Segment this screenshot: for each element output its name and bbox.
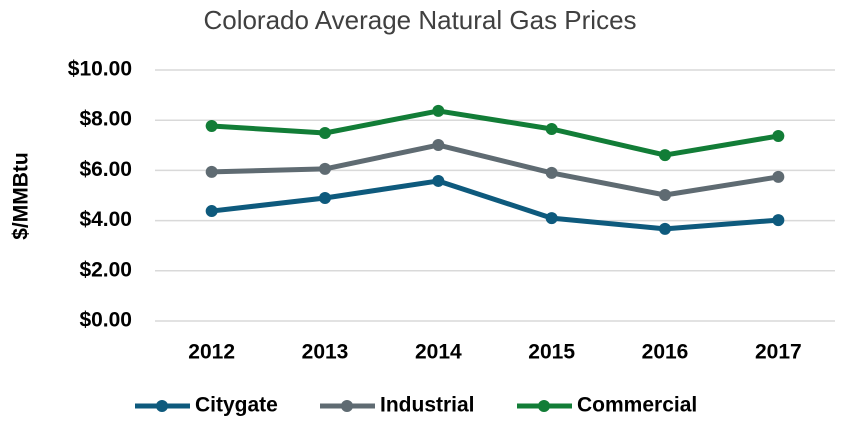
series-line: [211, 108, 779, 158]
legend-label: Citygate: [195, 394, 278, 417]
series-line: [211, 178, 779, 232]
point: [432, 174, 445, 187]
legend-marker: [538, 400, 550, 412]
series-line: [211, 142, 779, 198]
point: [545, 212, 558, 225]
point: [319, 162, 331, 175]
x-tick-label: 2012: [188, 341, 235, 364]
point: [772, 130, 785, 143]
chart-title: Colorado Average Natural Gas Prices: [203, 5, 636, 35]
x-tick-label: 2017: [755, 341, 802, 364]
point: [659, 188, 671, 201]
y-tick-label: $8.00: [79, 108, 132, 131]
point: [545, 166, 558, 179]
x-tick-label: 2016: [642, 341, 689, 364]
y-axis-label: $/MMBtu: [10, 152, 33, 240]
x-tick-label: 2014: [415, 341, 462, 364]
legend-marker: [156, 400, 168, 412]
legend-marker: [341, 400, 353, 412]
y-tick-label: $6.00: [79, 158, 132, 181]
point: [205, 119, 218, 132]
y-tick-label: $10.00: [68, 58, 132, 81]
x-tick-label: 2013: [302, 341, 349, 364]
y-tick-label: $4.00: [79, 208, 132, 231]
point: [319, 192, 331, 205]
point: [205, 205, 218, 218]
point: [545, 122, 558, 135]
point: [432, 104, 445, 117]
point: [772, 170, 785, 183]
point: [319, 127, 331, 140]
point: [659, 222, 671, 235]
y-tick-label: $2.00: [79, 258, 132, 281]
legend-label: Industrial: [380, 394, 475, 417]
x-tick-label: 2015: [528, 341, 575, 364]
y-tick-label: $0.00: [79, 309, 132, 332]
point: [772, 214, 785, 227]
point: [432, 139, 445, 152]
legend-label: Commercial: [577, 394, 697, 417]
point: [659, 149, 671, 162]
point: [205, 165, 218, 178]
